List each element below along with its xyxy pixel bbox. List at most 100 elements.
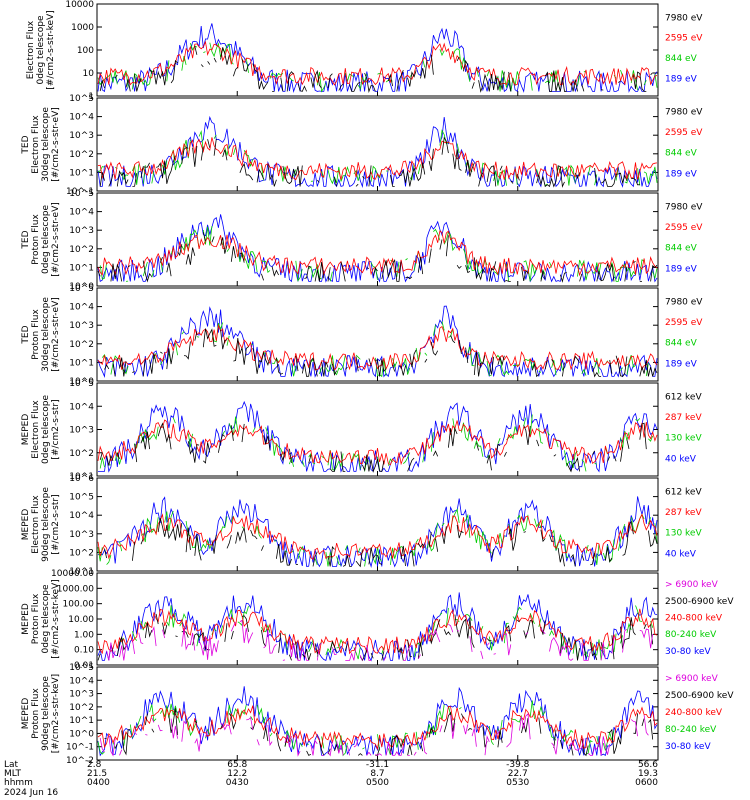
y-axis-label-line: MEPED bbox=[21, 603, 31, 635]
legend-entry: 40 keV bbox=[665, 454, 697, 464]
y-axis-label-line: [#/cm2-s-str-keV] bbox=[51, 674, 61, 753]
y-tick-label: 10^3 bbox=[69, 530, 94, 540]
x-tick-mlt: 22.7 bbox=[508, 769, 528, 779]
y-tick-label: 10^3 bbox=[69, 321, 94, 331]
y-axis-label-line: 0deg telescope bbox=[41, 395, 51, 465]
x-tick-lat: 56.6 bbox=[638, 760, 658, 770]
y-tick-label: 10^2 bbox=[69, 340, 94, 350]
series-trace bbox=[100, 46, 657, 91]
y-tick-label: 10^4 bbox=[69, 402, 94, 412]
x-row-label: hhmm bbox=[4, 778, 33, 788]
y-axis-label-line: MEPED bbox=[21, 414, 31, 446]
y-axis-label-line: 30deg telescope bbox=[41, 297, 51, 372]
y-axis-label-line: 30deg telescope bbox=[41, 107, 51, 182]
x-tick-time: 0500 bbox=[366, 778, 389, 788]
y-tick-label: 10^1 bbox=[69, 263, 94, 273]
legend-entry: 2595 eV bbox=[665, 34, 703, 44]
y-tick-label: 10^0 bbox=[69, 377, 94, 387]
y-tick-label: 10^5 bbox=[69, 94, 94, 104]
panel-frame bbox=[96, 97, 659, 192]
y-tick-label: 10^2 bbox=[69, 449, 94, 459]
legend-entry: 844 eV bbox=[665, 244, 698, 254]
y-axis-label-line: 0deg telescope bbox=[41, 205, 51, 275]
y-tick-label: 10^5 bbox=[69, 284, 94, 294]
y-axis-label: Electron Flux0deg telescope[#/cm2-s-str-… bbox=[26, 10, 56, 89]
legend-entry: 844 eV bbox=[665, 339, 698, 349]
legend-entry: 130 keV bbox=[665, 529, 702, 539]
x-tick-time: 0430 bbox=[226, 778, 249, 788]
legend-entry: > 6900 keV bbox=[665, 674, 719, 684]
series-trace bbox=[97, 129, 658, 186]
x-tick-time: 0530 bbox=[506, 778, 529, 788]
x-row-label: MLT bbox=[4, 769, 22, 779]
panel-8: 10^-2 10^-1 10^0 10^1 10^2 10^3 10^4 10^5 MEPEDP… bbox=[21, 663, 734, 766]
legend-entry: 2500-6900 keV bbox=[665, 597, 734, 607]
series-trace bbox=[104, 328, 658, 378]
legend-entry: 612 keV bbox=[665, 487, 702, 497]
y-tick-label: 10^1 bbox=[69, 168, 94, 178]
series-trace bbox=[97, 323, 658, 371]
y-tick-label: 0.01 bbox=[74, 661, 94, 671]
legend-entry: 7980 eV bbox=[665, 297, 703, 307]
y-axis-label: TEDProton Flux0deg telescope[#/cm2-s-str… bbox=[21, 202, 61, 277]
y-axis-label: MEPEDElectron Flux0deg telescope[#/cm2-s… bbox=[21, 395, 61, 465]
legend-entry: 80-240 keV bbox=[665, 630, 717, 640]
series-trace bbox=[98, 400, 658, 473]
series-trace bbox=[105, 708, 658, 755]
panel-3: 10^0 10^1 10^2 10^3 10^4 10^5 TEDProton Flux0d… bbox=[21, 189, 703, 292]
series-trace bbox=[97, 115, 658, 188]
y-tick-label: 10^1 bbox=[69, 716, 94, 726]
legend-entry: 189 eV bbox=[665, 169, 698, 179]
y-tick-label: 10^4 bbox=[69, 113, 94, 123]
y-axis-label-line: [#/cm2-s-str-keV] bbox=[46, 10, 56, 89]
x-tick-time: 0400 bbox=[87, 778, 110, 788]
legend-entry: 844 eV bbox=[665, 54, 698, 64]
series-trace bbox=[97, 40, 658, 86]
series-trace bbox=[97, 137, 658, 181]
y-tick-label: 100.00 bbox=[63, 600, 95, 610]
x-tick-lat: 2.8 bbox=[87, 760, 102, 770]
y-tick-label: 10^4 bbox=[69, 511, 94, 521]
y-tick-label: 10^2 bbox=[69, 548, 94, 558]
y-tick-label: 10^5 bbox=[69, 189, 94, 199]
y-axis-label-line: Proton Flux bbox=[31, 214, 41, 265]
x-tick-mlt: 12.2 bbox=[227, 769, 247, 779]
series-trace bbox=[104, 518, 658, 568]
x-tick-mlt: 21.5 bbox=[87, 769, 107, 779]
y-tick-label: 1000.00 bbox=[57, 584, 94, 594]
legend-entry: 189 eV bbox=[665, 359, 698, 369]
y-tick-label: 10.00 bbox=[68, 615, 94, 625]
y-tick-label: 10^2 bbox=[69, 150, 94, 160]
y-tick-label: 10^6 bbox=[69, 474, 94, 484]
y-axis-label-line: MEPED bbox=[21, 698, 31, 730]
y-tick-label: 10^4 bbox=[69, 303, 94, 313]
y-tick-label: 10^-2 bbox=[66, 756, 94, 766]
y-axis-label: MEPEDProton Flux90deg telescope[#/cm2-s-… bbox=[21, 674, 61, 753]
y-axis-label-line: Electron Flux bbox=[31, 495, 41, 554]
legend-entry: 189 eV bbox=[665, 75, 698, 85]
y-tick-label: 10^4 bbox=[69, 676, 94, 686]
x-tick-time: 0600 bbox=[635, 778, 658, 788]
y-tick-label: 1.00 bbox=[74, 630, 94, 640]
series-trace bbox=[97, 230, 658, 277]
y-tick-label: 10000.00 bbox=[51, 569, 94, 579]
panel-2: 10^-1 10^1 10^2 10^3 10^4 10^5 TEDElectron Flu… bbox=[21, 94, 703, 197]
y-tick-label: 10^2 bbox=[69, 245, 94, 255]
series-trace bbox=[97, 513, 658, 560]
panel-1: 1 10 100 1000 10000 Electron Flux0deg telesco… bbox=[26, 0, 703, 102]
y-tick-label: 10^0 bbox=[69, 729, 94, 739]
legend-entry: > 6900 keV bbox=[665, 580, 719, 590]
legend-entry: 40 keV bbox=[665, 549, 697, 559]
legend-entry: 2595 eV bbox=[665, 223, 703, 233]
y-tick-label: 10^3 bbox=[69, 426, 94, 436]
y-tick-label: 10^1 bbox=[69, 567, 94, 577]
legend-entry: 240-800 keV bbox=[665, 708, 723, 718]
y-axis-label-line: TED bbox=[21, 230, 31, 249]
panel-7: 0.010.101.0010.00100.001000.0010000.00ME… bbox=[21, 569, 734, 671]
y-tick-label: 10^2 bbox=[69, 703, 94, 713]
y-axis-label-line: [#/cm2-s-str-eV] bbox=[51, 107, 61, 182]
y-tick-label: 10^0 bbox=[69, 282, 94, 292]
legend-entry: 844 eV bbox=[665, 149, 698, 159]
x-tick-lat: -31.1 bbox=[366, 760, 389, 770]
series-trace bbox=[97, 42, 658, 93]
